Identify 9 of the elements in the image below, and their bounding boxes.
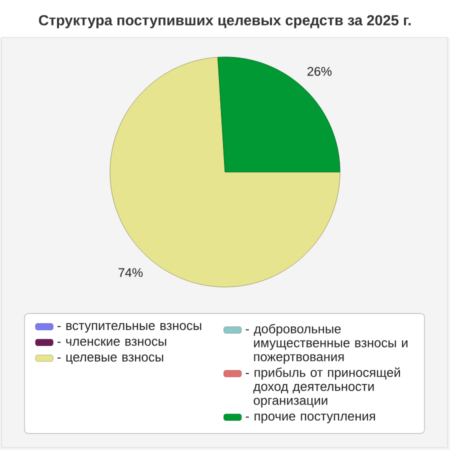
legend-label: - добровольные имущественные взносы и пожертвования: [246, 324, 408, 364]
legend-label: - вступительные взносы: [57, 323, 202, 333]
data-label: 74%: [118, 268, 143, 277]
legend-label: - целевые взносы: [57, 354, 164, 364]
legend-label: - членские взносы: [57, 338, 166, 346]
data-label: 26%: [308, 66, 332, 76]
legend-label: - прибыль от приносящей доход деятельности организации: [246, 367, 400, 408]
chart-title: Структура поступивших целевых средств за 2025 г.: [38, 15, 411, 28]
legend-label: - прочие поступления: [246, 414, 375, 424]
